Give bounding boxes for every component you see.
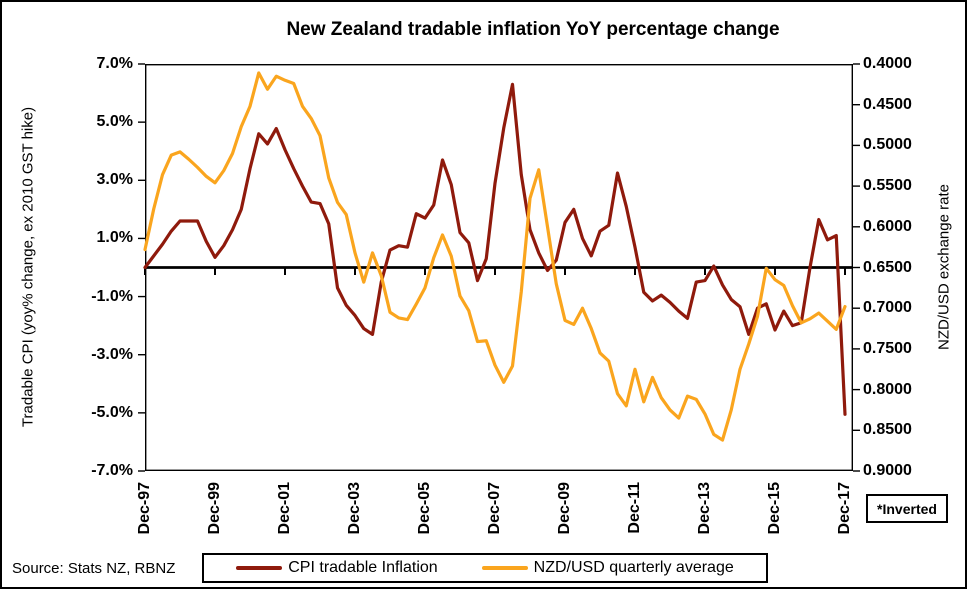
- x-axis-tick-label: Dec-03: [346, 482, 363, 535]
- right-axis-tick-label: 0.5500: [863, 177, 912, 195]
- x-axis-tick-label: Dec-11: [626, 482, 643, 534]
- left-axis-tick-label: 5.0%: [96, 113, 133, 131]
- legend-label-nzd: NZD/USD quarterly average: [533, 559, 734, 576]
- x-axis-tick-label: Dec-15: [766, 482, 783, 535]
- legend-item-nzd: NZD/USD quarterly average: [481, 559, 734, 577]
- left-axis-tick-label: -3.0%: [91, 345, 133, 363]
- x-axis-tick-label: Dec-97: [136, 482, 153, 535]
- x-axis-tick-label: Dec-99: [206, 482, 223, 535]
- x-axis-tick-label: Dec-13: [696, 482, 713, 535]
- left-axis-tick-label: -1.0%: [91, 287, 133, 305]
- chart-title: New Zealand tradable inflation YoY perce…: [286, 19, 780, 40]
- left-axis-tick-label: -7.0%: [91, 462, 133, 479]
- right-axis-tick-label: 0.6500: [863, 258, 912, 276]
- x-axis-tick-label: Dec-17: [836, 482, 853, 535]
- right-axis-tick-label: 0.6000: [863, 217, 912, 235]
- legend-item-cpi: CPI tradable Inflation: [236, 559, 438, 577]
- left-axis-tick-label: 3.0%: [96, 171, 133, 189]
- nzd-line-swatch-icon: [481, 566, 528, 570]
- right-axis-tick-label: 0.8000: [863, 380, 912, 398]
- left-axis-tick-label: 1.0%: [96, 229, 133, 247]
- left-axis-tick-label: -5.0%: [91, 403, 133, 421]
- left-axis-title: Tradable CPI (yoy% change, ex 2010 GST h…: [19, 106, 37, 428]
- nzd-usd-line: [143, 71, 847, 442]
- right-axis-tick-label: 0.4000: [863, 55, 912, 72]
- source-note: Source: Stats NZ, RBNZ: [12, 560, 176, 577]
- cpi-tradable-line: [143, 82, 847, 416]
- legend-label-cpi: CPI tradable Inflation: [288, 559, 438, 576]
- x-axis-tick-label: Dec-01: [276, 482, 293, 535]
- right-axis-tick-label: 0.7000: [863, 299, 912, 317]
- cpi-line-swatch-icon: [236, 566, 283, 570]
- right-axis-tick-label: 0.4500: [863, 95, 912, 113]
- x-axis-tick-label: Dec-07: [486, 482, 503, 535]
- right-axis-tick-label: 0.9000: [863, 462, 912, 479]
- right-axis-tick-label: 0.7500: [863, 339, 912, 357]
- x-axis-tick-label: Dec-05: [416, 482, 433, 535]
- plot-area: [138, 63, 860, 472]
- left-axis-tick-label: 7.0%: [96, 55, 133, 72]
- inverted-note: *Inverted: [866, 494, 948, 523]
- legend: CPI tradable Inflation NZD/USD quarterly…: [202, 553, 768, 583]
- x-axis-tick-label: Dec-09: [556, 482, 573, 535]
- right-axis-tick-label: 0.8500: [863, 421, 912, 439]
- right-axis-tick-label: 0.5000: [863, 136, 912, 154]
